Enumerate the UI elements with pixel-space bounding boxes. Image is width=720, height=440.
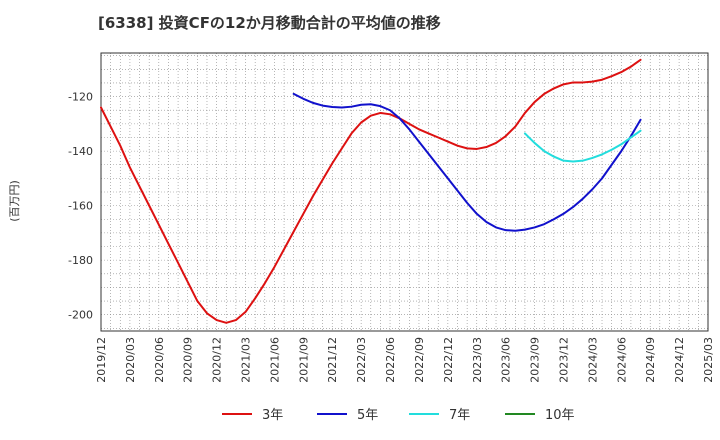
legend-label: 3年 — [262, 408, 283, 423]
series-line — [292, 92, 642, 232]
legend-label: 7年 — [449, 408, 470, 423]
x-tick-label: 2025/03 — [702, 337, 715, 383]
x-tick-label: 2023/06 — [500, 337, 513, 383]
y-tick-label: -200 — [68, 309, 93, 322]
x-tick-label: 2024/03 — [586, 337, 599, 383]
y-tick-label: -180 — [68, 254, 93, 267]
y-tick-label: -160 — [68, 200, 93, 213]
series-layer — [100, 58, 642, 324]
x-tick-label: 2020/06 — [153, 337, 166, 383]
x-tick-label: 2023/09 — [529, 337, 542, 383]
x-tick-label: 2024/06 — [615, 337, 628, 383]
x-tick-label: 2021/12 — [326, 337, 339, 383]
x-tick-label: 2020/09 — [182, 337, 195, 383]
x-tick-label: 2022/03 — [355, 337, 368, 383]
x-tick-label: 2023/12 — [557, 337, 570, 383]
legend-label: 5年 — [357, 408, 378, 423]
legend-label: 10年 — [545, 408, 575, 423]
x-tick-label: 2022/12 — [442, 337, 455, 383]
y-tick-labels: -120 -140 -160 -180 -200 — [68, 91, 93, 322]
legend: 3年 5年 7年 10年 — [222, 408, 575, 423]
x-tick-label: 2021/06 — [268, 337, 281, 383]
x-tick-label: 2023/03 — [471, 337, 484, 383]
plot-border — [100, 52, 709, 332]
x-tick-label: 2020/12 — [211, 337, 224, 383]
x-tick-label: 2019/12 — [95, 337, 108, 383]
x-tick-label: 2024/09 — [644, 337, 657, 383]
x-tick-label: 2020/03 — [124, 337, 137, 383]
y-tick-label: -120 — [68, 91, 93, 104]
series-line — [100, 58, 642, 324]
x-tick-label: 2022/06 — [384, 337, 397, 383]
y-tick-label: -140 — [68, 145, 93, 158]
x-tick-label: 2022/09 — [413, 337, 426, 383]
y-axis-label: (百万円) — [8, 180, 21, 222]
x-tick-label: 2024/12 — [673, 337, 686, 383]
series-line — [523, 129, 642, 163]
x-tick-label: 2021/09 — [297, 337, 310, 383]
chart-title: [6338] 投資CFの12か月移動合計の平均値の推移 — [98, 14, 441, 32]
x-tick-label: 2021/03 — [240, 337, 253, 383]
x-tick-labels: 2019/12 2020/03 2020/06 2020/09 2020/12 2021/… — [95, 337, 715, 383]
